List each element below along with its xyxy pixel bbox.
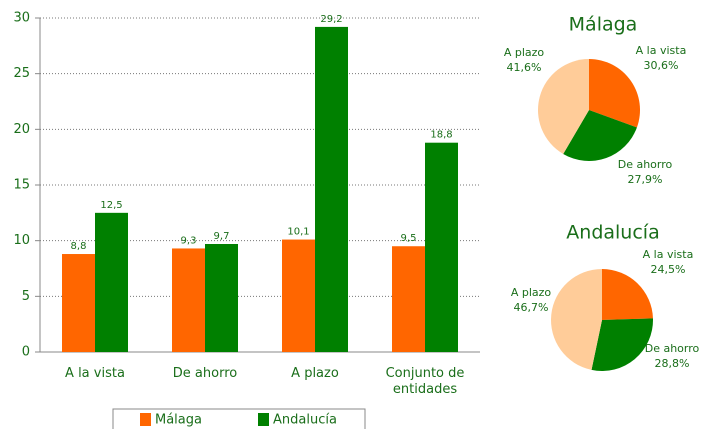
pie-title: Málaga — [569, 14, 638, 36]
legend-box — [112, 408, 366, 429]
slice-value: 41,6% — [507, 61, 542, 74]
y-tick-label: 25 — [13, 66, 30, 81]
pie-title: Andalucía — [566, 222, 659, 244]
slice-label: A la vista — [643, 248, 694, 261]
value-label: 9,7 — [214, 231, 230, 242]
slice-label: A plazo — [511, 286, 552, 299]
legend-swatch — [140, 413, 151, 426]
bar — [425, 142, 458, 352]
x-tick-label: Conjunto de entidades — [385, 366, 465, 397]
x-tick-label: A plazo — [291, 366, 339, 381]
bar — [62, 254, 95, 352]
bar — [315, 26, 348, 352]
bar — [95, 212, 128, 352]
slice-label: A plazo — [504, 46, 545, 59]
slice-label: A la vista — [636, 44, 687, 57]
pie-slice — [538, 59, 589, 154]
bar — [172, 248, 205, 352]
value-label: 9,3 — [181, 235, 197, 246]
y-tick-label: 5 — [22, 289, 30, 304]
slice-label: De ahorro — [618, 158, 673, 171]
bar — [392, 246, 425, 352]
y-tick-label: 10 — [13, 233, 30, 248]
y-tick-label: 15 — [13, 178, 30, 193]
x-tick-label: De ahorro — [172, 366, 238, 381]
value-label: 8,8 — [71, 241, 87, 252]
value-label: 18,8 — [430, 130, 452, 141]
pie-slice — [551, 269, 602, 370]
legend-label: Málaga — [155, 413, 202, 428]
legend-label: Andalucía — [273, 413, 337, 428]
value-label: 9,5 — [401, 233, 417, 244]
x-tick-label: A la vista — [65, 366, 125, 381]
legend-swatch — [258, 413, 269, 426]
slice-value: 46,7% — [514, 301, 549, 314]
slice-label: De ahorro — [645, 342, 700, 355]
value-label: 29,2 — [320, 14, 342, 25]
bar — [205, 244, 238, 352]
slice-value: 24,5% — [651, 263, 686, 276]
bar — [282, 239, 315, 352]
slice-value: 28,8% — [655, 357, 690, 370]
pie-slice — [602, 269, 653, 320]
pie-slice — [591, 318, 653, 371]
slice-value: 30,6% — [644, 59, 679, 72]
slice-value: 27,9% — [628, 173, 663, 186]
y-tick-label: 0 — [22, 345, 30, 360]
pie-slice — [563, 110, 637, 162]
y-tick-label: 30 — [13, 11, 30, 26]
value-label: 12,5 — [100, 200, 122, 211]
y-tick-label: 20 — [13, 122, 30, 137]
value-label: 10,1 — [287, 227, 309, 238]
pie-slice — [589, 59, 641, 128]
